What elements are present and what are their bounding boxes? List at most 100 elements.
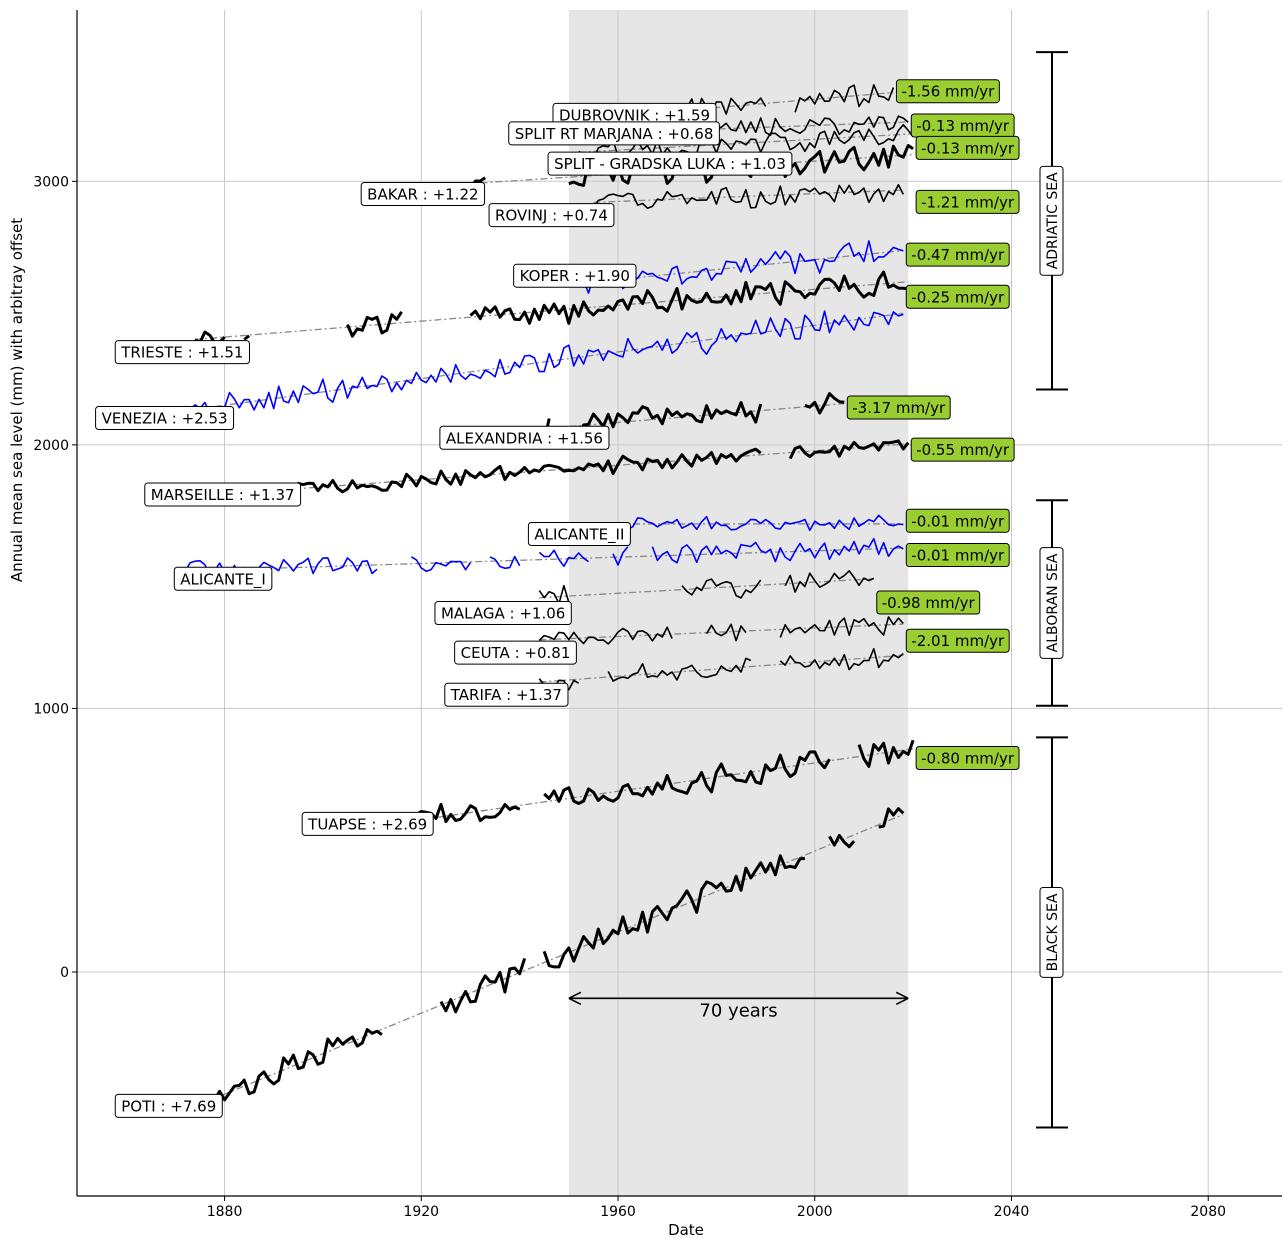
station-label-text: BAKAR : +1.22 <box>367 185 478 203</box>
station-label: POTI : +7.69 <box>114 1093 223 1118</box>
region-label-box <box>1039 887 1064 978</box>
series-line <box>538 570 875 605</box>
station-label-text: ALICANTE_I <box>180 570 266 589</box>
station-label: MARSEILLE : +1.37 <box>144 482 302 507</box>
region-label-text: ADRIATIC SEA <box>1045 172 1061 269</box>
station-label: SPLIT RT MARJANA : +0.68 <box>508 121 720 146</box>
span-arrow-head-left <box>568 991 582 1006</box>
station-label: BAKAR : +1.22 <box>360 181 486 206</box>
station-label: ALICANTE_II <box>527 521 631 546</box>
rate-badge-text: -0.01 mm/yr <box>911 547 1005 565</box>
rate-badge-box <box>905 543 1010 568</box>
axes: 1880 1920 1960 2000 2040 2080 0 1000 2000 3000 <box>33 10 1282 1220</box>
station-label-box <box>114 1093 223 1118</box>
station-label-box <box>95 406 235 431</box>
region-bracket: ALBORAN SEA <box>1036 499 1068 707</box>
x-tick-label: 2080 <box>1190 1204 1226 1220</box>
station-label: ALEXANDRIA : +1.56 <box>439 425 610 450</box>
rate-badge-text: -0.80 mm/yr <box>921 749 1015 767</box>
x-tick-label: 1960 <box>600 1204 636 1220</box>
station-label-text: MALAGA : +1.06 <box>441 605 565 623</box>
rate-badge: -0.98 mm/yr <box>876 590 981 615</box>
station-label: ROVINJ : +0.74 <box>488 203 615 228</box>
station-label-box <box>508 121 720 146</box>
station-label-box <box>301 811 434 836</box>
rate-badge-text: -0.13 mm/yr <box>916 117 1010 135</box>
series-line <box>578 124 914 161</box>
x-axis-label: Date <box>668 1221 704 1238</box>
x-tick-label: 2000 <box>797 1204 833 1220</box>
span-annotation: 70 years <box>568 991 909 1021</box>
region-label: ALBORAN SEA <box>1039 547 1064 659</box>
rate-badge-text: -0.01 mm/yr <box>911 512 1005 530</box>
rate-badge-text: -2.01 mm/yr <box>911 632 1005 650</box>
station-label-text: ALEXANDRIA : +1.56 <box>446 429 603 447</box>
grid <box>77 10 1282 1196</box>
station-label-box <box>439 425 610 450</box>
region-label: BLACK SEA <box>1039 887 1064 978</box>
y-tick-label: 2000 <box>33 438 69 454</box>
trend-line <box>539 623 904 641</box>
station-label-text: MARSEILLE : +1.37 <box>151 486 295 504</box>
rate-badge: -0.80 mm/yr <box>915 745 1020 770</box>
rate-badge-text: -0.47 mm/yr <box>911 246 1005 264</box>
station-label-text: SPLIT - GRADSKA LUKA : +1.03 <box>554 155 786 173</box>
rate-badge-box <box>905 628 1010 653</box>
station-label: CEUTA : +0.81 <box>454 640 577 665</box>
trend-line <box>539 578 874 599</box>
region-label-box <box>1039 165 1064 276</box>
region-brackets: ADRIATIC SEA ALBORAN SEA BLACK SEA <box>1036 51 1068 1129</box>
rate-badge-box <box>895 79 1000 104</box>
series-line <box>194 807 905 1111</box>
series-line <box>538 616 904 645</box>
region-label-text: BLACK SEA <box>1045 893 1061 971</box>
rate-badge-box <box>905 284 1010 309</box>
rate-badge-box <box>910 437 1015 462</box>
rate-badge-text: -0.13 mm/yr <box>921 139 1015 157</box>
rate-badge-box <box>915 135 1020 160</box>
station-label-box <box>547 151 793 176</box>
station-label: TARIFA : +1.37 <box>444 682 569 707</box>
station-label-text: SPLIT RT MARJANA : +0.68 <box>515 125 714 143</box>
rate-badge-text: -0.98 mm/yr <box>882 594 976 612</box>
rate-badge: -0.47 mm/yr <box>905 242 1010 267</box>
rate-badge-box <box>876 590 981 615</box>
region-label-box <box>1039 547 1064 659</box>
trend-line <box>578 133 914 153</box>
rate-badge: -0.25 mm/yr <box>905 284 1010 309</box>
x-tick-label: 1880 <box>207 1204 243 1220</box>
rate-badge: -1.56 mm/yr <box>895 79 1000 104</box>
region-label-text: ALBORAN SEA <box>1045 553 1061 652</box>
y-tick-label: 0 <box>60 965 69 981</box>
rate-badge-box <box>905 508 1010 533</box>
station-label-text: DUBROVNIK : +1.59 <box>559 106 710 124</box>
station-label-box <box>434 601 572 626</box>
station-label-text: CEUTA : +0.81 <box>461 644 571 662</box>
station-label-box <box>454 640 577 665</box>
station-label-box <box>173 566 273 591</box>
rate-badge-text: -0.25 mm/yr <box>911 288 1005 306</box>
y-tick-label: 1000 <box>33 701 69 717</box>
region-bracket: ADRIATIC SEA <box>1036 51 1068 391</box>
rate-badge: -3.17 mm/yr <box>846 395 951 420</box>
station-label-text: ALICANTE_II <box>534 525 624 544</box>
rate-badge: -0.13 mm/yr <box>915 135 1020 160</box>
series-line <box>184 310 904 421</box>
station-label-box <box>444 682 569 707</box>
station-label-text: TRIESTE : +1.51 <box>120 344 243 362</box>
station-label: SPLIT - GRADSKA LUKA : +1.03 <box>547 151 793 176</box>
rate-badge-text: -1.21 mm/yr <box>921 193 1015 211</box>
rate-badge: -0.13 mm/yr <box>910 113 1015 138</box>
region-bracket: BLACK SEA <box>1036 736 1068 1129</box>
station-label-box <box>114 340 250 365</box>
x-tick-label: 1920 <box>403 1204 439 1220</box>
station-label: TRIESTE : +1.51 <box>114 340 250 365</box>
region-label: ADRIATIC SEA <box>1039 165 1064 276</box>
trend-line <box>194 281 909 341</box>
rate-badge-box <box>905 242 1010 267</box>
series-lines <box>174 84 915 1111</box>
station-label-text: KOPER : +1.90 <box>520 267 630 285</box>
station-label-text: POTI : +7.69 <box>121 1097 216 1115</box>
station-label: TUAPSE : +2.69 <box>301 811 434 836</box>
